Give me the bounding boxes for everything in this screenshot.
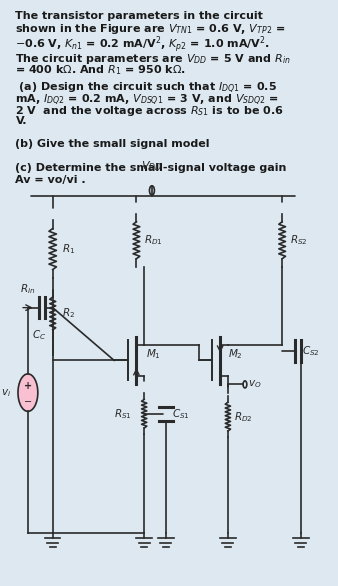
Text: $V_{DD}$: $V_{DD}$ — [141, 159, 163, 173]
Text: $-$: $-$ — [23, 394, 32, 405]
Text: $C_{S1}$: $C_{S1}$ — [172, 407, 190, 421]
Text: $v_O$: $v_O$ — [248, 379, 262, 390]
Text: $R_{D2}$: $R_{D2}$ — [234, 410, 253, 424]
Text: $M_1$: $M_1$ — [146, 347, 161, 362]
Text: $R_{in}$: $R_{in}$ — [20, 282, 35, 296]
Text: (c) Determine the small-signal voltage gain: (c) Determine the small-signal voltage g… — [16, 163, 287, 173]
Text: $C_C$: $C_C$ — [32, 328, 46, 342]
Text: $R_{S1}$: $R_{S1}$ — [114, 407, 132, 421]
Text: $M_2$: $M_2$ — [228, 347, 243, 362]
Text: $v_i$: $v_i$ — [1, 387, 11, 398]
Text: The circuit parameters are $V_{DD}$ = 5 V and $R_{in}$: The circuit parameters are $V_{DD}$ = 5 … — [16, 52, 291, 66]
Text: $R_{D1}$: $R_{D1}$ — [144, 233, 163, 247]
Text: $R_{S2}$: $R_{S2}$ — [290, 233, 308, 247]
Circle shape — [18, 374, 38, 411]
Text: $R_1$: $R_1$ — [62, 242, 75, 256]
Text: Av = vo/vi .: Av = vo/vi . — [16, 175, 86, 185]
Text: (b) Give the small signal model: (b) Give the small signal model — [16, 139, 210, 149]
Text: $R_2$: $R_2$ — [62, 306, 75, 321]
Text: The transistor parameters in the circuit: The transistor parameters in the circuit — [16, 11, 263, 21]
Text: (a) Design the circuit such that $I_{DQ1}$ = 0.5: (a) Design the circuit such that $I_{DQ1… — [16, 81, 277, 96]
Text: shown in the Figure are $V_{TN1}$ = 0.6 V, $V_{TP2}$ =: shown in the Figure are $V_{TN1}$ = 0.6 … — [16, 22, 286, 36]
Text: 2 V  and the voltage across $R_{S1}$ is to be 0.6: 2 V and the voltage across $R_{S1}$ is t… — [16, 104, 284, 118]
Text: V.: V. — [16, 116, 27, 126]
Text: +: + — [24, 380, 32, 391]
Text: $-$0.6 V, $K_{n1}$ = 0.2 mA/V$^2$, $K_{p2}$ = 1.0 mA/V$^2$.: $-$0.6 V, $K_{n1}$ = 0.2 mA/V$^2$, $K_{p… — [16, 34, 271, 55]
Text: mA, $I_{DQ2}$ = 0.2 mA, $V_{DSQ1}$ = 3 V, and $V_{SDQ2}$ =: mA, $I_{DQ2}$ = 0.2 mA, $V_{DSQ1}$ = 3 V… — [16, 93, 280, 108]
Text: = 400 k$\Omega$. And $R_1$ = 950 k$\Omega$.: = 400 k$\Omega$. And $R_1$ = 950 k$\Omeg… — [16, 63, 186, 77]
Text: $C_{S2}$: $C_{S2}$ — [302, 344, 320, 358]
